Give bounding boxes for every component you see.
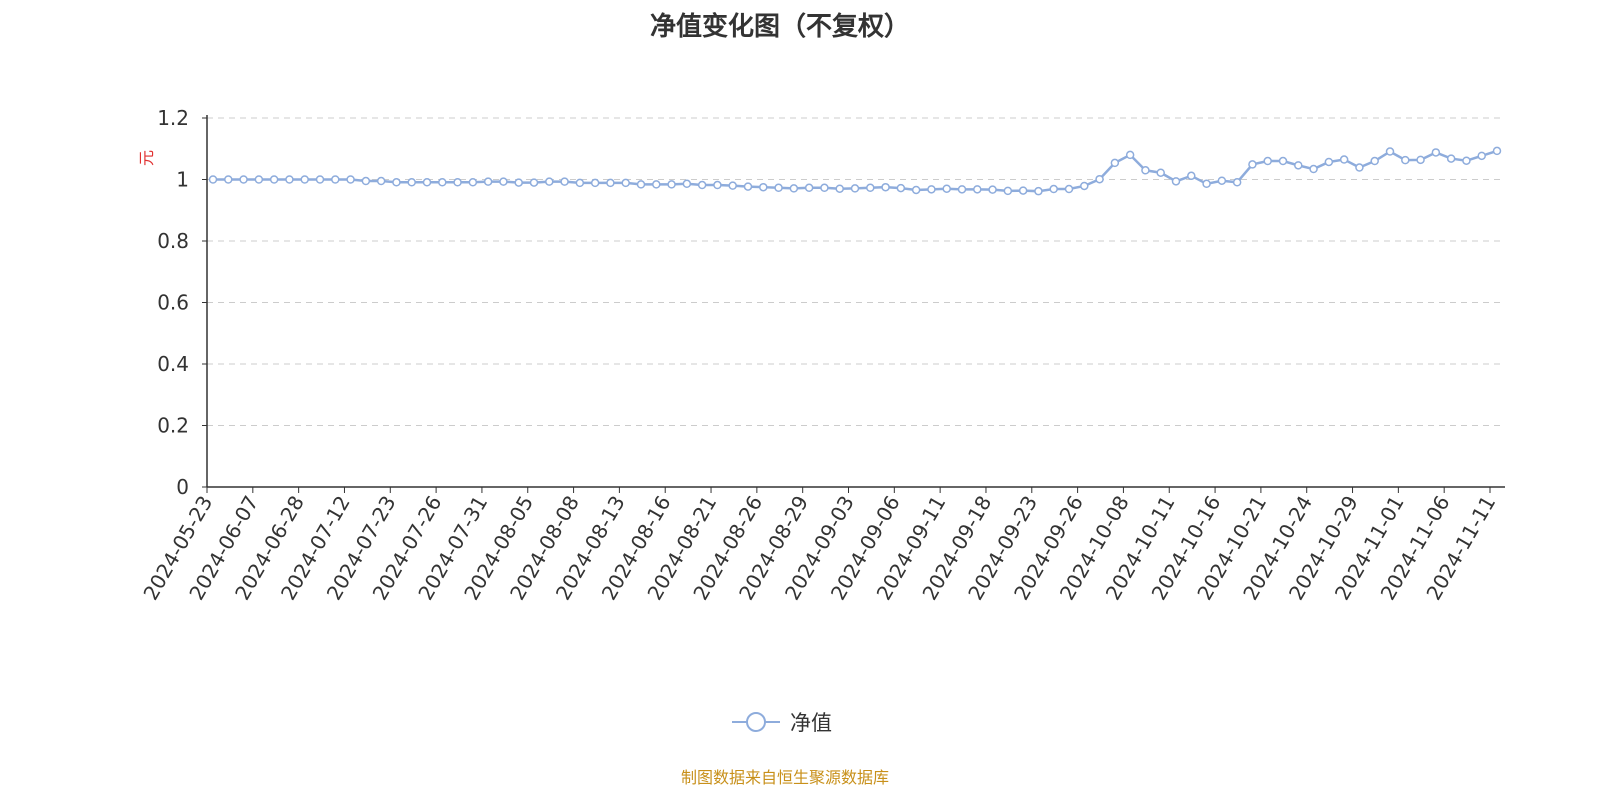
data-point	[1034, 186, 1043, 196]
data-point	[392, 178, 401, 187]
y-tick-label: 0	[176, 475, 189, 499]
data-point	[1294, 161, 1303, 170]
data-point	[1416, 155, 1425, 165]
data-point	[1446, 154, 1456, 163]
data-point	[1187, 171, 1196, 181]
data-point	[361, 176, 371, 186]
chart-title: 净值变化图（不复权）	[649, 12, 910, 42]
data-point	[1018, 186, 1028, 195]
data-point	[453, 178, 462, 187]
y-tick-label: 0.4	[157, 352, 189, 376]
data-point	[1232, 178, 1242, 187]
data-point	[300, 175, 309, 184]
data-point	[759, 182, 768, 192]
data-point	[743, 182, 753, 191]
data-point	[942, 184, 951, 193]
legend-marker-icon	[746, 712, 766, 732]
data-point	[483, 177, 493, 186]
data-point	[1217, 176, 1227, 185]
data-point	[529, 178, 539, 187]
data-point	[1080, 181, 1089, 191]
data-point	[1492, 146, 1502, 156]
data-point	[407, 178, 416, 187]
data-point	[957, 185, 967, 194]
data-point	[1049, 184, 1058, 194]
data-point	[804, 183, 814, 193]
data-point	[774, 183, 783, 193]
data-point	[1263, 156, 1272, 166]
data-point	[346, 175, 355, 184]
data-point	[896, 183, 906, 193]
data-point	[820, 183, 829, 193]
y-axis-unit: 元	[137, 150, 156, 166]
y-tick-label: 0.8	[157, 229, 189, 253]
data-point	[789, 184, 799, 193]
legend-label: 净值	[790, 711, 832, 735]
data-point	[224, 175, 233, 184]
data-point	[438, 178, 447, 187]
y-tick-label: 1	[176, 168, 189, 192]
data-source-footer: 制图数据来自恒生聚源数据库	[680, 768, 889, 787]
data-point	[652, 180, 661, 189]
data-point	[606, 178, 615, 188]
data-point	[728, 181, 737, 190]
y-tick-label: 1.2	[157, 106, 189, 130]
data-point	[590, 178, 600, 188]
data-point	[499, 177, 508, 186]
data-point	[1431, 148, 1441, 157]
data-point	[667, 180, 676, 189]
data-point	[881, 182, 890, 192]
data-point	[1462, 156, 1471, 165]
data-point	[545, 177, 554, 186]
data-point	[850, 184, 860, 193]
data-point	[988, 185, 997, 194]
data-point	[376, 176, 386, 186]
data-point	[254, 175, 264, 184]
data-point	[1309, 164, 1318, 174]
data-point	[973, 185, 982, 194]
y-tick-label: 0.2	[157, 414, 189, 438]
data-point	[713, 180, 722, 190]
data-point	[208, 175, 218, 184]
y-tick-label: 0.6	[157, 291, 189, 315]
data-point	[1355, 163, 1364, 172]
data-point	[315, 175, 325, 184]
data-point	[1385, 147, 1395, 156]
data-point	[1125, 150, 1135, 160]
data-point	[285, 175, 294, 184]
data-point	[1339, 155, 1349, 164]
data-point	[835, 184, 844, 193]
data-point	[866, 183, 875, 193]
data-point	[697, 180, 707, 190]
data-point	[468, 178, 478, 187]
data-point	[560, 177, 569, 186]
data-point	[682, 179, 692, 189]
data-point	[621, 178, 630, 188]
data-point	[1110, 158, 1120, 168]
data-point	[422, 178, 432, 187]
data-point	[239, 175, 248, 184]
data-point	[331, 175, 340, 184]
data-point	[1477, 151, 1486, 161]
data-point	[1278, 156, 1288, 166]
data-point	[1156, 168, 1165, 177]
data-point	[1370, 156, 1379, 166]
data-point	[1095, 174, 1104, 184]
data-point	[1248, 160, 1257, 169]
data-point	[1171, 177, 1181, 186]
data-point	[1401, 155, 1410, 165]
data-point	[1064, 184, 1074, 194]
data-point	[636, 180, 646, 189]
data-point	[1202, 179, 1211, 189]
data-point	[1324, 157, 1334, 167]
data-point	[1003, 186, 1013, 196]
data-point	[575, 178, 585, 188]
data-point	[269, 175, 279, 184]
data-point	[927, 185, 936, 194]
data-point	[1141, 166, 1150, 175]
data-point	[911, 185, 921, 195]
data-point	[514, 178, 523, 187]
